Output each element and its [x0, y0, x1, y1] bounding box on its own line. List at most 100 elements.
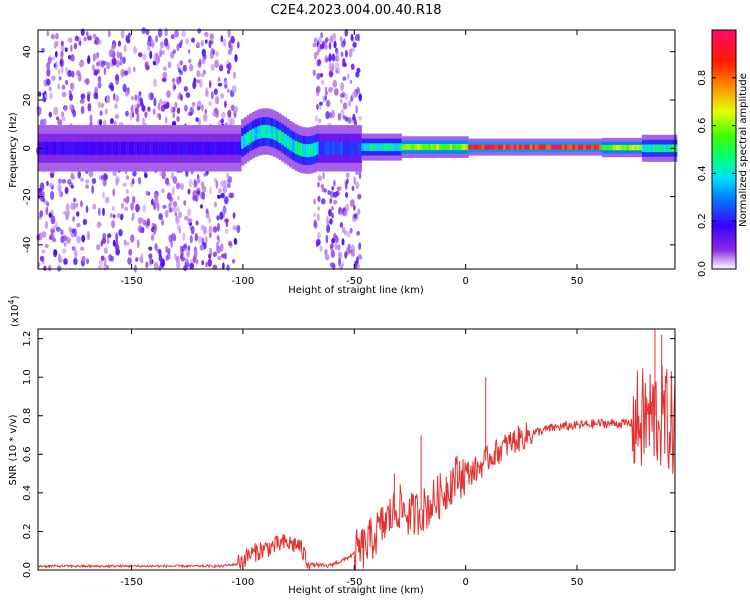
snr-scale-factor: (x104): [7, 295, 21, 327]
noise-speck: [164, 177, 170, 185]
noise-speck: [98, 259, 104, 266]
band-core: [420, 144, 424, 151]
noise-speck: [353, 213, 357, 219]
noise-speck: [68, 226, 71, 233]
noise-speck: [205, 261, 208, 268]
band-core: [436, 144, 440, 151]
noise-speck: [183, 265, 188, 272]
noise-speck: [145, 261, 149, 269]
noise-speck: [183, 200, 187, 206]
band-core: [655, 144, 659, 153]
noise-speck: [70, 202, 75, 210]
noise-speck: [196, 178, 200, 185]
noise-speck: [210, 47, 214, 55]
noise-speck: [198, 118, 202, 127]
noise-speck: [55, 32, 59, 40]
noise-speck: [140, 253, 144, 261]
noise-speck: [57, 68, 61, 75]
band-core: [163, 141, 167, 155]
band-core: [265, 124, 269, 138]
noise-speck: [213, 88, 218, 95]
y-tick-label: 0.8: [22, 408, 33, 424]
band-core: [548, 144, 552, 150]
noise-speck: [340, 82, 344, 91]
band-core: [532, 144, 536, 150]
band-core: [139, 141, 143, 155]
band-core: [537, 144, 541, 150]
noise-speck: [123, 70, 129, 76]
colorbar-tick-label: 0.8: [697, 70, 708, 86]
spectrogram-x-label: Height of straight line (km): [288, 285, 424, 296]
noise-speck: [153, 78, 157, 88]
noise-speck: [58, 178, 62, 184]
noise-speck: [87, 35, 92, 41]
noise-speck: [204, 236, 208, 245]
noise-speck: [49, 190, 55, 200]
noise-speck: [215, 96, 220, 105]
noise-speck: [64, 79, 69, 85]
noise-speck: [161, 219, 164, 226]
band-core: [612, 144, 616, 151]
noise-speck: [125, 188, 129, 194]
noise-speck: [332, 191, 338, 198]
noise-speck: [208, 225, 213, 234]
noise-speck: [172, 78, 175, 83]
y-tick-label: 0.6: [22, 446, 33, 462]
band-core: [409, 144, 413, 151]
noise-speck: [150, 39, 155, 48]
noise-speck: [223, 252, 227, 260]
band-core: [134, 141, 138, 155]
noise-speck: [356, 230, 360, 236]
band-core: [348, 141, 352, 155]
noise-speck: [107, 233, 112, 239]
noise-speck: [112, 206, 115, 211]
noise-speck: [320, 32, 324, 39]
noise-speck: [118, 229, 123, 237]
noise-speck: [168, 234, 172, 243]
noise-speck: [339, 98, 343, 104]
noise-speck: [196, 70, 201, 78]
band-core: [650, 144, 654, 153]
noise-speck: [358, 170, 362, 179]
noise-speck: [187, 111, 193, 117]
noise-speck: [317, 175, 323, 182]
noise-speck: [69, 104, 74, 111]
noise-speck: [71, 246, 76, 251]
noise-speck: [60, 50, 64, 58]
noise-speck: [122, 56, 126, 65]
noise-speck: [347, 117, 352, 124]
noise-speck: [189, 63, 194, 72]
noise-speck: [46, 62, 50, 70]
band-core: [596, 144, 600, 150]
noise-speck: [176, 78, 181, 85]
noise-speck: [104, 108, 108, 115]
noise-speck: [325, 234, 329, 244]
band-core: [569, 144, 574, 150]
band-core: [497, 144, 501, 150]
noise-speck: [197, 61, 202, 68]
y-tick-label: -40: [22, 237, 33, 253]
noise-speck: [50, 56, 56, 61]
noise-speck: [184, 215, 189, 221]
noise-speck: [213, 177, 217, 183]
band-core: [96, 141, 100, 155]
noise-speck: [345, 172, 350, 179]
noise-speck: [81, 256, 86, 263]
noise-speck: [162, 66, 168, 71]
band-core: [508, 144, 512, 150]
noise-speck: [80, 93, 86, 100]
band-core: [187, 141, 191, 155]
colorbar-gradient: [712, 30, 736, 269]
noise-speck: [168, 196, 174, 202]
band-core: [46, 141, 50, 155]
noise-speck: [85, 179, 90, 184]
band-core: [572, 144, 576, 150]
noise-speck: [200, 73, 205, 78]
noise-speck: [85, 205, 89, 214]
noise-speck: [226, 182, 231, 189]
noise-speck: [321, 187, 326, 193]
band-core: [356, 141, 360, 155]
band-core: [495, 144, 499, 150]
noise-speck: [358, 116, 363, 121]
noise-speck: [210, 63, 215, 72]
